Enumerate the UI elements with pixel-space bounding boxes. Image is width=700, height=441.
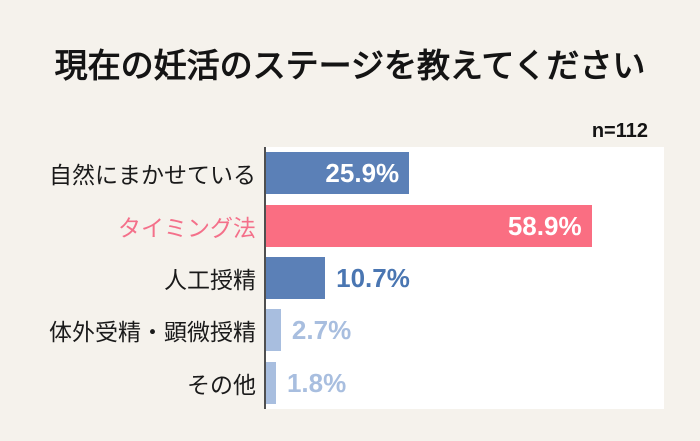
chart-title: 現在の妊活のステージを教えてください (54, 47, 646, 84)
bar (266, 309, 281, 352)
y-axis-line (264, 147, 266, 409)
value-label: 2.7% (291, 315, 352, 346)
bar: 25.9% (266, 152, 410, 195)
category-label: 体外受精・顕微授精 (49, 319, 256, 346)
bar-row: 58.9% (266, 199, 664, 251)
category-label: 自然にまかせている (49, 162, 256, 189)
category-label: タイミング法 (118, 214, 256, 241)
bar-rows-container: 25.9% 58.9% 10.7% 2.7% 1.8% (266, 147, 664, 409)
plot-area: 25.9% 58.9% 10.7% 2.7% 1.8% (264, 147, 664, 409)
bar: 58.9% (266, 204, 592, 247)
bar-row: 2.7% (266, 304, 664, 356)
bar-row: 25.9% (266, 147, 664, 199)
category-labels-column: 自然にまかせているタイミング法人工授精体外受精・顕微授精その他 (0, 147, 256, 409)
bar (266, 257, 326, 300)
bar (266, 361, 276, 404)
sample-size-label: n=112 (591, 120, 648, 142)
bar-row: 10.7% (266, 252, 664, 304)
value-label: 1.8% (286, 367, 347, 398)
bar-row: 1.8% (266, 357, 664, 409)
category-label: 人工授精 (164, 267, 256, 294)
value-label: 58.9% (507, 210, 582, 241)
value-label: 10.7% (336, 263, 410, 294)
category-label: その他 (187, 371, 256, 398)
value-label: 25.9% (325, 158, 400, 189)
